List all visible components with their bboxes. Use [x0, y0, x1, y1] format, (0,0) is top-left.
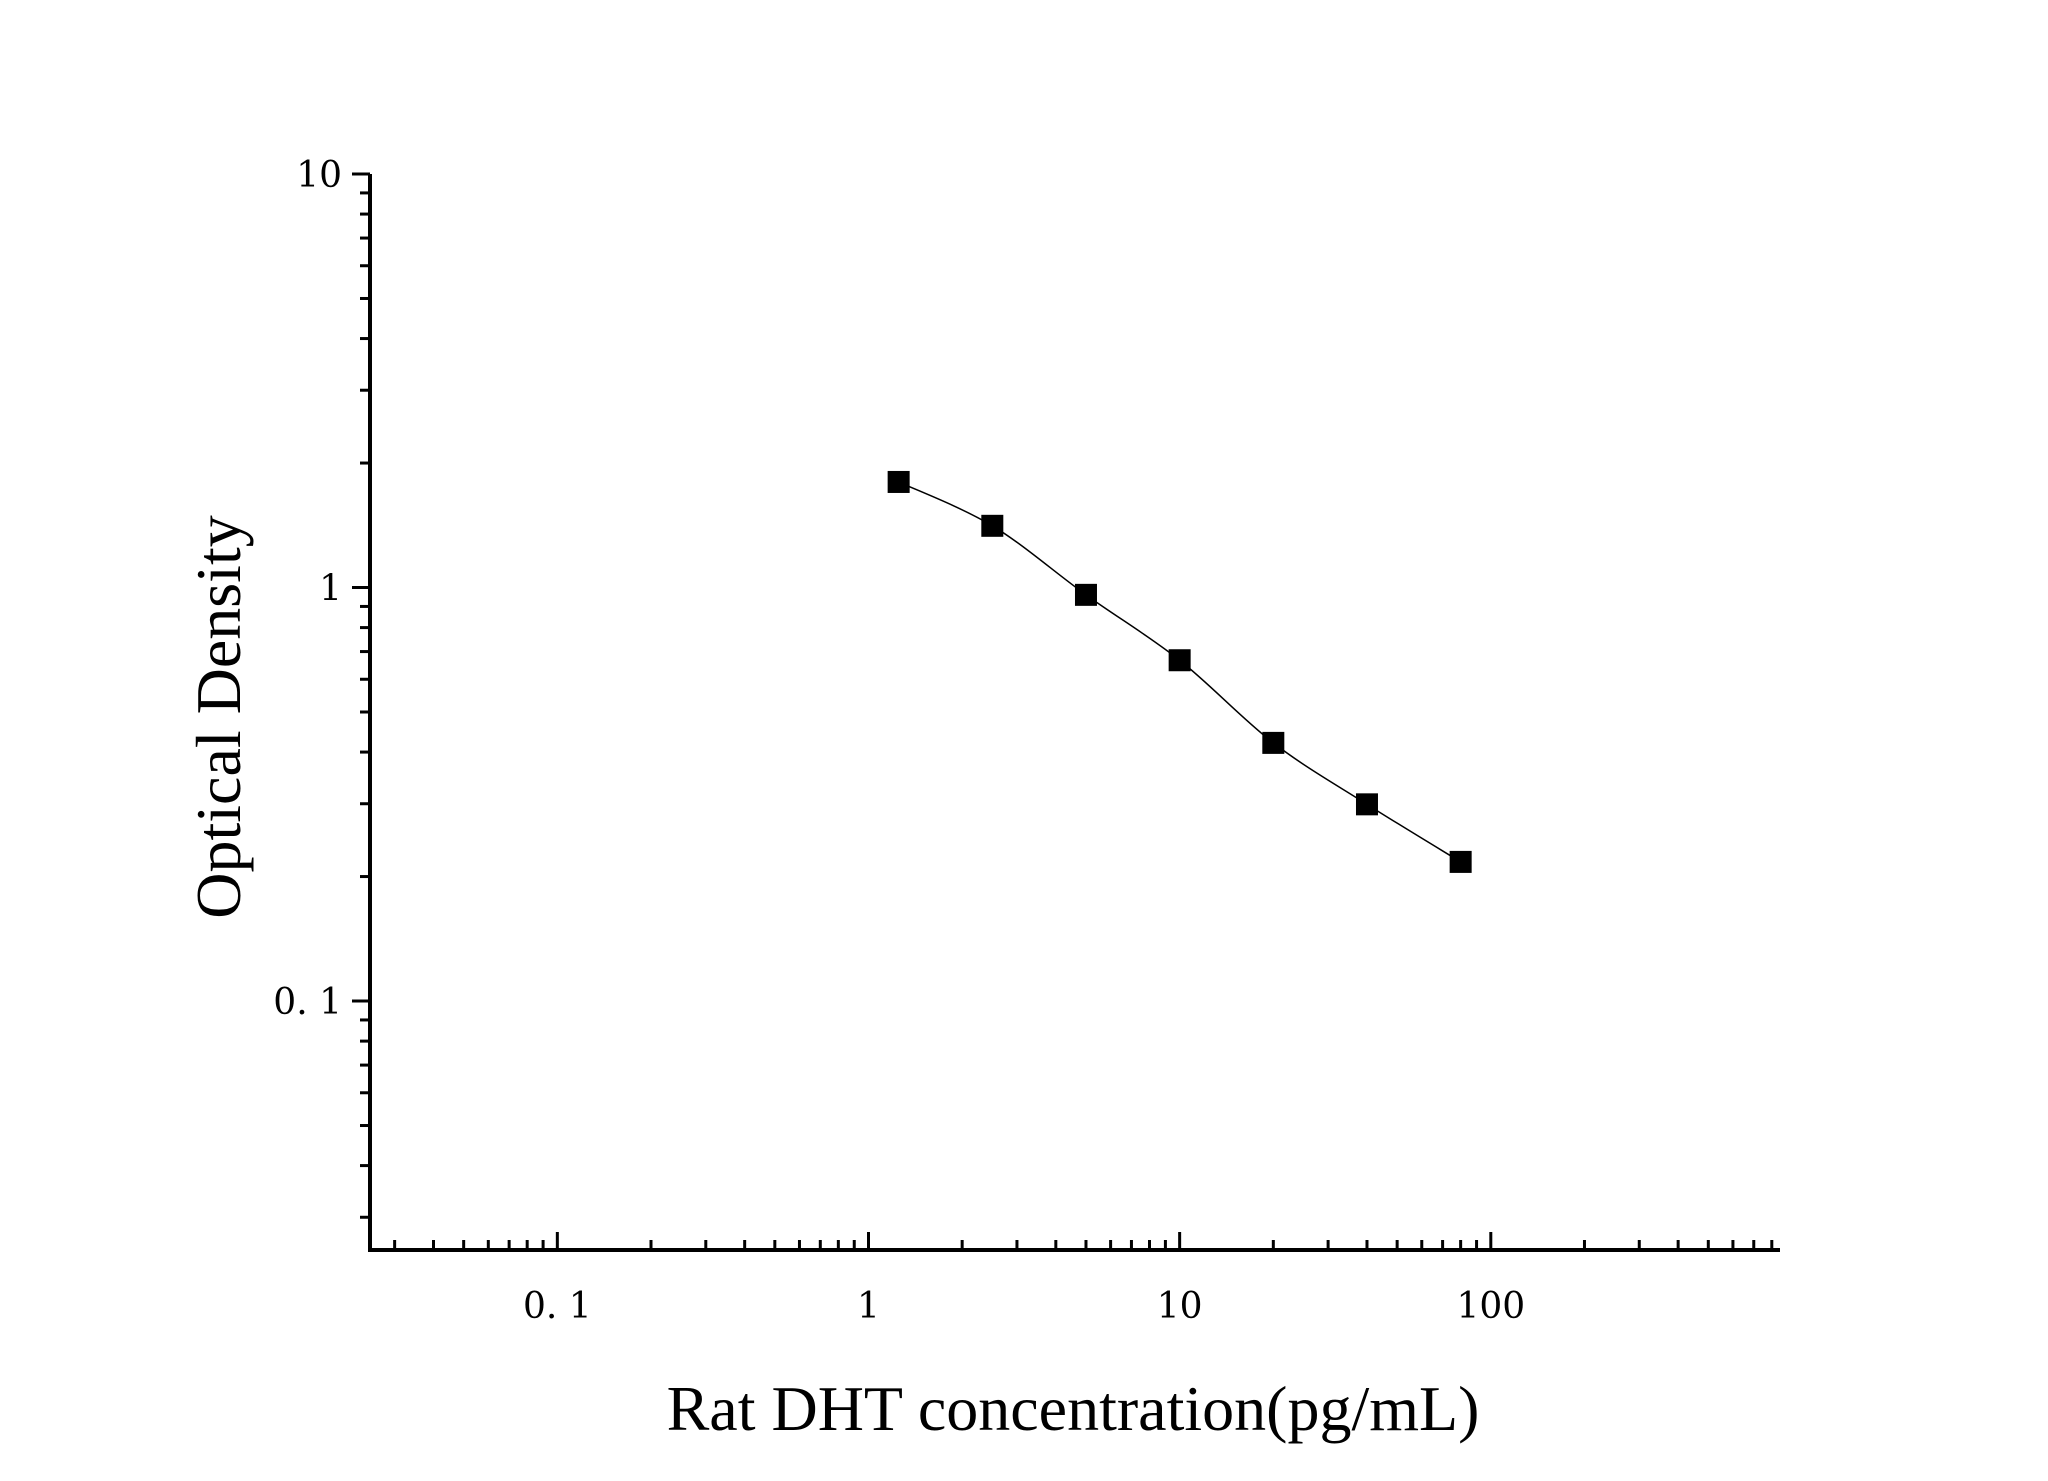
y-axis-ticks	[352, 172, 370, 1219]
x-tick-label: 10	[1157, 1286, 1203, 1327]
data-point	[887, 470, 910, 493]
x-axis-tick-labels: 0. 1 1 10 100	[523, 1286, 1525, 1327]
y-tick-label: 0. 1	[273, 982, 342, 1023]
data-point	[1449, 850, 1472, 873]
x-axis-title: Rat DHT concentration(pg/mL)	[667, 1373, 1480, 1444]
axes	[368, 174, 1780, 1252]
x-axis-ticks	[393, 1232, 1774, 1250]
data-markers	[887, 470, 1472, 873]
data-point	[1262, 731, 1285, 754]
x-tick-label: 100	[1456, 1286, 1525, 1327]
x-tick-label: 0. 1	[523, 1286, 592, 1327]
data-point	[1168, 649, 1191, 672]
data-point	[981, 514, 1004, 537]
x-tick-label: 1	[857, 1286, 880, 1327]
y-axis-title: Optical Density	[183, 515, 254, 918]
data-point	[1355, 793, 1378, 816]
data-point	[1074, 583, 1097, 606]
y-tick-label: 1	[319, 569, 342, 610]
y-tick-label: 10	[296, 155, 342, 196]
y-axis-tick-labels: 0. 1 1 10	[273, 155, 342, 1023]
